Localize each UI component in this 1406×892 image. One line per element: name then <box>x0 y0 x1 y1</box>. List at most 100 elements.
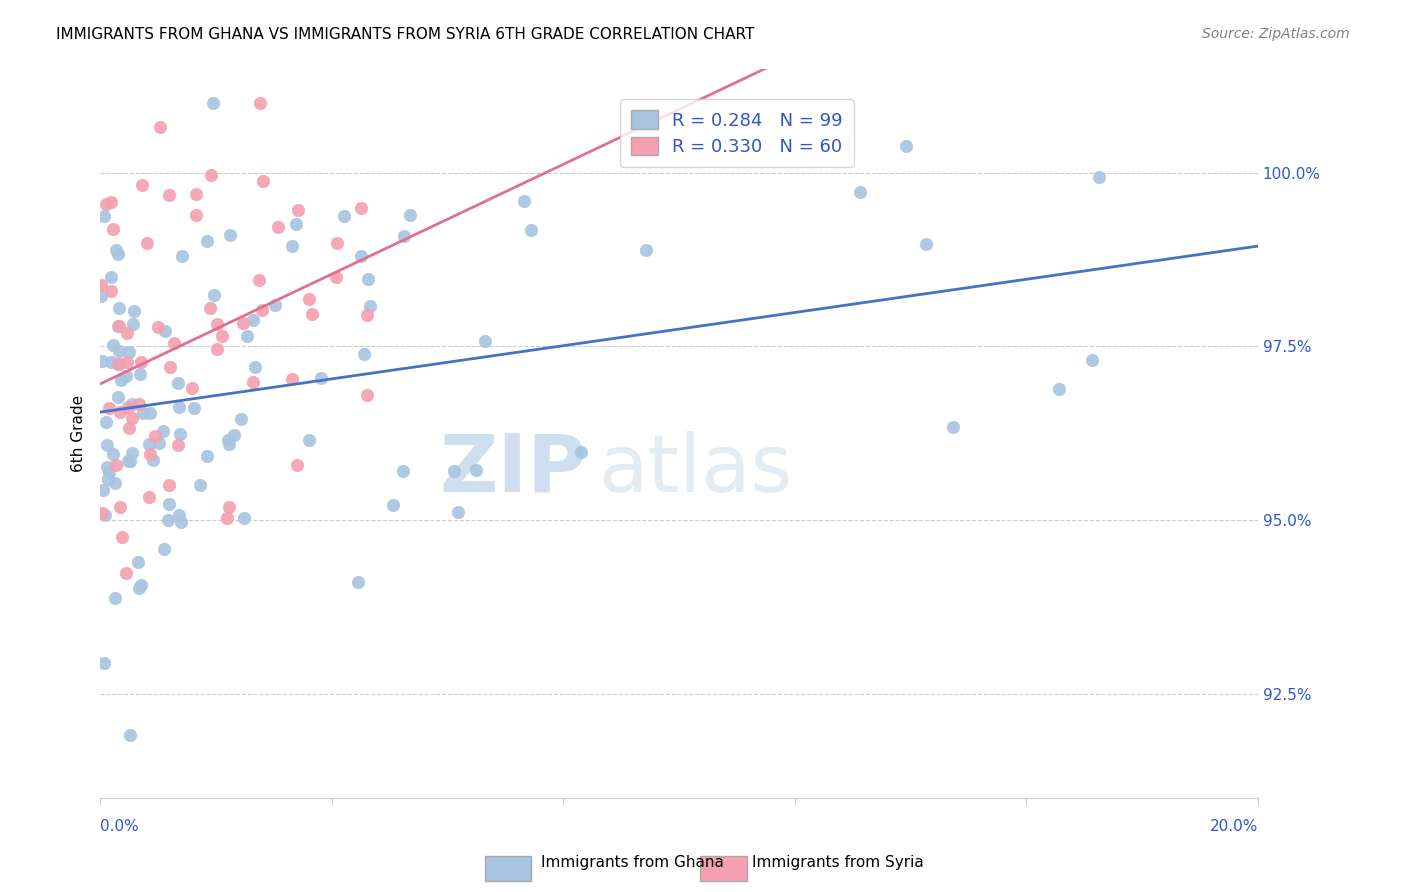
Point <box>128 581 150 595</box>
Point <box>110 373 132 387</box>
Point <box>142 453 165 467</box>
Point <box>97 401 120 415</box>
Point <box>443 464 465 478</box>
Point <box>353 347 375 361</box>
Point <box>195 449 218 463</box>
Text: IMMIGRANTS FROM GHANA VS IMMIGRANTS FROM SYRIA 6TH GRADE CORRELATION CHART: IMMIGRANTS FROM GHANA VS IMMIGRANTS FROM… <box>56 27 755 42</box>
Point <box>115 326 138 340</box>
Point <box>202 96 225 111</box>
Point <box>167 438 190 452</box>
Point <box>356 388 378 402</box>
Point <box>347 575 370 590</box>
Point <box>942 419 965 434</box>
Point <box>170 515 193 529</box>
Point <box>896 139 918 153</box>
Point <box>100 269 122 284</box>
Point <box>96 459 118 474</box>
Point <box>129 355 152 369</box>
Point <box>247 273 270 287</box>
Point <box>148 436 170 450</box>
Point <box>107 247 129 261</box>
Point <box>90 353 112 368</box>
Point <box>381 498 404 512</box>
Legend: R = 0.284   N = 99, R = 0.330   N = 60: R = 0.284 N = 99, R = 0.330 N = 60 <box>620 99 853 167</box>
Point <box>311 371 333 385</box>
Point <box>236 328 259 343</box>
Point <box>129 578 152 592</box>
Text: ZIP: ZIP <box>439 431 586 508</box>
Point <box>915 237 938 252</box>
Point <box>93 656 115 670</box>
Point <box>180 381 202 395</box>
Point <box>136 235 159 250</box>
Point <box>474 334 496 349</box>
Point <box>121 397 143 411</box>
Point <box>96 438 118 452</box>
Point <box>127 555 149 569</box>
Point <box>132 407 155 421</box>
Point <box>101 447 124 461</box>
Point <box>159 360 181 375</box>
Point <box>108 357 131 371</box>
Point <box>107 390 129 404</box>
Point <box>90 277 112 292</box>
Point <box>1047 383 1070 397</box>
Point <box>284 218 307 232</box>
Point <box>636 243 658 257</box>
Point <box>350 201 373 215</box>
Point <box>447 505 470 519</box>
Point <box>100 194 122 209</box>
Point <box>267 220 290 235</box>
Point <box>242 375 264 389</box>
Text: 0.0%: 0.0% <box>100 819 139 834</box>
Point <box>118 421 141 435</box>
Point <box>120 728 142 742</box>
Point <box>118 453 141 467</box>
Point <box>157 188 180 202</box>
Point <box>157 513 180 527</box>
Point <box>287 203 309 218</box>
Point <box>301 307 323 321</box>
Point <box>281 371 304 385</box>
Point <box>392 464 415 478</box>
Point <box>94 197 117 211</box>
Point <box>465 463 488 477</box>
Point <box>232 316 254 330</box>
Point <box>100 355 122 369</box>
Point <box>100 284 122 298</box>
Point <box>105 244 128 258</box>
Point <box>128 367 150 381</box>
Point <box>124 304 146 318</box>
Point <box>332 209 354 223</box>
Point <box>110 405 132 419</box>
Point <box>222 428 245 442</box>
Point <box>205 317 228 331</box>
Point <box>131 178 153 193</box>
Point <box>205 342 228 356</box>
Point <box>218 437 240 451</box>
Point <box>152 425 174 439</box>
Point <box>93 209 115 223</box>
Point <box>111 530 134 544</box>
Point <box>215 511 238 525</box>
Point <box>519 223 541 237</box>
Point <box>90 506 112 520</box>
Point <box>108 318 131 333</box>
Point <box>569 445 592 459</box>
Point <box>350 249 373 263</box>
Point <box>229 412 252 426</box>
Point <box>117 454 139 468</box>
Point <box>139 447 162 461</box>
Point <box>91 483 114 497</box>
Point <box>188 478 211 492</box>
Point <box>138 437 160 451</box>
Point <box>121 317 143 331</box>
Point <box>94 416 117 430</box>
Text: Immigrants from Ghana: Immigrants from Ghana <box>541 855 724 870</box>
Point <box>217 434 239 448</box>
Point <box>218 228 240 243</box>
Text: Immigrants from Syria: Immigrants from Syria <box>752 855 924 870</box>
Point <box>110 500 132 515</box>
Point <box>263 298 285 312</box>
Text: atlas: atlas <box>598 431 793 508</box>
